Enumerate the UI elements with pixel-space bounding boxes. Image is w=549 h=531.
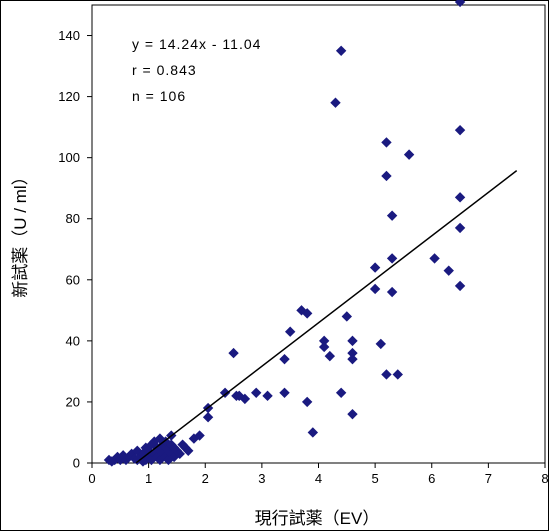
data-point xyxy=(301,308,313,319)
data-point xyxy=(318,335,330,347)
data-point xyxy=(279,353,290,365)
data-point xyxy=(386,253,398,264)
data-point xyxy=(403,149,415,160)
correlation-coefficient: r = 0.843 xyxy=(132,62,197,78)
annotations: y = 14.24x - 11.04 r = 0.843 n = 106 xyxy=(132,36,261,104)
data-point xyxy=(454,280,466,292)
data-point xyxy=(251,387,262,398)
x-tick-label: 6 xyxy=(428,471,435,486)
data-point xyxy=(429,253,440,264)
data-point xyxy=(341,311,353,322)
data-point xyxy=(301,396,313,408)
x-tick-label: 8 xyxy=(541,471,548,486)
y-tick-label: 120 xyxy=(58,89,80,104)
data-point xyxy=(335,45,347,56)
y-tick-label: 80 xyxy=(66,211,80,226)
data-point xyxy=(183,445,194,456)
data-point xyxy=(347,353,358,365)
data-point xyxy=(330,97,341,108)
regression-line xyxy=(135,170,518,464)
data-point xyxy=(262,390,273,402)
data-point xyxy=(443,265,454,276)
data-point xyxy=(454,124,466,136)
data-point xyxy=(386,286,398,298)
data-point xyxy=(239,393,251,405)
data-point xyxy=(171,445,183,456)
x-tick-label: 3 xyxy=(258,471,265,486)
data-point xyxy=(386,210,398,221)
y-tick-label: 40 xyxy=(66,333,80,348)
data-point xyxy=(202,412,214,423)
sample-size: n = 106 xyxy=(132,88,186,104)
data-point xyxy=(194,430,205,441)
data-point xyxy=(392,369,403,380)
x-tick-label: 5 xyxy=(372,471,379,486)
data-point xyxy=(454,0,466,8)
y-axis-label: 新試薬（U / ml） xyxy=(11,168,30,297)
x-tick-label: 1 xyxy=(145,471,152,486)
data-point xyxy=(284,326,296,337)
x-tick-label: 4 xyxy=(315,471,322,486)
data-point xyxy=(381,137,392,148)
y-tick-label: 60 xyxy=(66,272,80,287)
regression-line-group xyxy=(135,170,518,464)
data-point xyxy=(335,387,347,398)
data-point xyxy=(375,338,386,350)
data-points xyxy=(103,0,466,467)
y-tick-label: 0 xyxy=(73,456,80,471)
y-tick-label: 140 xyxy=(58,28,80,43)
data-point xyxy=(279,387,290,398)
y-tick-label: 100 xyxy=(58,150,80,165)
x-tick-label: 7 xyxy=(485,471,492,486)
data-point xyxy=(228,347,239,359)
x-tick-label: 0 xyxy=(88,471,95,486)
data-point xyxy=(369,283,381,295)
data-point xyxy=(318,341,330,353)
x-axis-label: 現行試薬（EV） xyxy=(255,509,380,528)
data-point xyxy=(219,387,231,398)
data-point xyxy=(174,448,185,460)
data-point xyxy=(381,369,392,380)
data-point xyxy=(369,262,381,273)
data-point xyxy=(454,192,466,203)
data-point xyxy=(347,408,358,420)
data-point xyxy=(324,350,336,362)
x-tick-label: 2 xyxy=(202,471,209,486)
data-point xyxy=(347,347,358,359)
y-tick-label: 20 xyxy=(66,394,80,409)
regression-equation: y = 14.24x - 11.04 xyxy=(132,36,261,52)
data-point xyxy=(381,170,392,182)
data-point xyxy=(307,427,319,438)
data-point xyxy=(454,222,466,234)
data-point xyxy=(347,335,358,347)
